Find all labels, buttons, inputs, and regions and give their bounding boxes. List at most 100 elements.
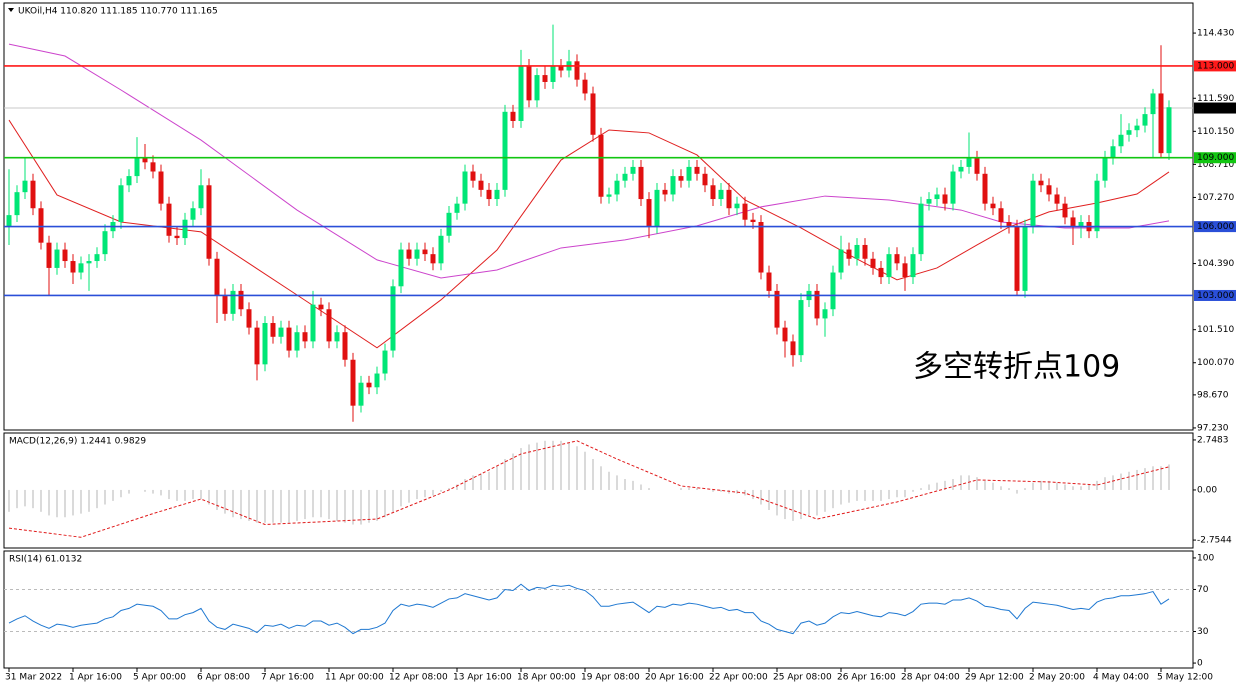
candle-body bbox=[766, 272, 772, 291]
macd-bar bbox=[1088, 484, 1090, 490]
candle-body bbox=[670, 176, 676, 195]
macd-bar bbox=[304, 489, 306, 520]
candle-body bbox=[126, 176, 132, 186]
candle-body bbox=[22, 180, 28, 193]
macd-bar bbox=[248, 489, 250, 521]
candle-body bbox=[182, 219, 188, 239]
candle-body bbox=[1158, 93, 1164, 154]
candle-body bbox=[758, 222, 764, 273]
y-tick-label: 98.670 bbox=[1197, 390, 1229, 400]
macd-bar bbox=[528, 444, 530, 490]
macd-bar bbox=[752, 489, 754, 500]
macd-bar bbox=[1032, 482, 1034, 490]
macd-bar bbox=[696, 488, 698, 490]
macd-bar bbox=[192, 489, 194, 500]
macd-bar bbox=[432, 489, 434, 496]
candle-body bbox=[486, 189, 492, 200]
macd-bar bbox=[1056, 482, 1058, 490]
candle-body bbox=[454, 203, 460, 213]
candle-body bbox=[438, 235, 444, 264]
x-tick-label: 13 Apr 16:00 bbox=[453, 673, 512, 683]
macd-bar bbox=[392, 489, 394, 512]
macd-bar bbox=[160, 489, 162, 496]
y-tick-label: 108.710 bbox=[1197, 160, 1234, 170]
macd-bar bbox=[1160, 466, 1162, 490]
macd-bar bbox=[456, 484, 458, 490]
candle-body bbox=[158, 171, 164, 204]
macd-bar bbox=[208, 489, 210, 505]
candle-body bbox=[510, 111, 516, 121]
macd-bar bbox=[872, 489, 874, 501]
macd-bar bbox=[200, 489, 202, 500]
macd-bar bbox=[680, 488, 682, 490]
candle-body bbox=[398, 249, 404, 287]
macd-bar bbox=[688, 488, 690, 490]
y-tick-label: 114.430 bbox=[1197, 29, 1234, 39]
macd-bar bbox=[880, 489, 882, 501]
level-label: 106.000 bbox=[1197, 222, 1234, 232]
macd-bar bbox=[440, 489, 442, 492]
candle-body bbox=[1150, 93, 1156, 115]
x-tick-label: 11 Apr 00:00 bbox=[325, 673, 384, 683]
x-tick-label: 22 Apr 00:00 bbox=[709, 673, 768, 683]
candle-body bbox=[382, 350, 388, 374]
candle-body bbox=[102, 231, 108, 255]
x-tick-label: 31 Mar 2022 bbox=[5, 673, 62, 683]
level-label-box bbox=[1194, 60, 1236, 72]
macd-bar bbox=[592, 459, 594, 490]
macd-bar bbox=[760, 489, 762, 505]
macd-bar bbox=[648, 488, 650, 490]
macd-bar bbox=[952, 479, 954, 490]
panel-title: MACD(12,26,9) 1.2441 0.9829 bbox=[9, 437, 146, 447]
y-tick-label: 97.230 bbox=[1197, 423, 1229, 433]
macd-bar bbox=[568, 442, 570, 490]
y-tick-label: 0.00 bbox=[1197, 485, 1217, 495]
candle-body bbox=[1102, 157, 1108, 181]
candle-body bbox=[46, 242, 52, 268]
candle-body bbox=[206, 185, 212, 259]
candle-body bbox=[374, 373, 380, 388]
candle-body bbox=[550, 65, 556, 82]
candle-body bbox=[830, 272, 836, 310]
candle-body bbox=[446, 212, 452, 236]
candle-body bbox=[742, 203, 748, 220]
macd-bar bbox=[1152, 466, 1154, 490]
candle-body bbox=[918, 203, 924, 255]
macd-bar bbox=[424, 489, 426, 498]
candle-body bbox=[950, 171, 956, 204]
macd-bar bbox=[72, 489, 74, 516]
macd-bar bbox=[816, 489, 818, 516]
candle-body bbox=[734, 203, 740, 209]
candle-body bbox=[366, 382, 372, 388]
macd-bar bbox=[512, 453, 514, 490]
candle-body bbox=[894, 254, 900, 264]
level-label: 109.000 bbox=[1197, 153, 1234, 163]
macd-bar bbox=[120, 489, 122, 498]
macd-bar bbox=[1168, 464, 1170, 490]
macd-bar bbox=[968, 475, 970, 490]
candle-body bbox=[718, 189, 724, 200]
candle-body bbox=[1166, 107, 1172, 154]
x-tick-label: 1 Apr 16:00 bbox=[69, 673, 122, 683]
macd-bar bbox=[40, 489, 42, 512]
candle-body bbox=[1094, 180, 1100, 232]
macd-bar bbox=[1008, 488, 1010, 490]
macd-bar bbox=[480, 473, 482, 490]
candle-body bbox=[822, 309, 828, 319]
macd-bar bbox=[800, 489, 802, 520]
macd-bar bbox=[984, 480, 986, 490]
candle-body bbox=[310, 304, 316, 342]
macd-bar bbox=[152, 489, 154, 494]
candle-body bbox=[142, 157, 148, 163]
macd-bar bbox=[864, 489, 866, 501]
candle-body bbox=[462, 171, 468, 204]
level-label: 103.000 bbox=[1197, 291, 1234, 301]
panel-title: UKOil,H4 110.820 111.185 110.770 111.165 bbox=[18, 7, 218, 17]
candle-body bbox=[974, 157, 980, 174]
last-price-label: 111.165 bbox=[1197, 104, 1234, 114]
macd-bar bbox=[920, 488, 922, 490]
macd-bar bbox=[320, 489, 322, 518]
candle-body bbox=[654, 189, 660, 227]
candle-body bbox=[934, 194, 940, 200]
